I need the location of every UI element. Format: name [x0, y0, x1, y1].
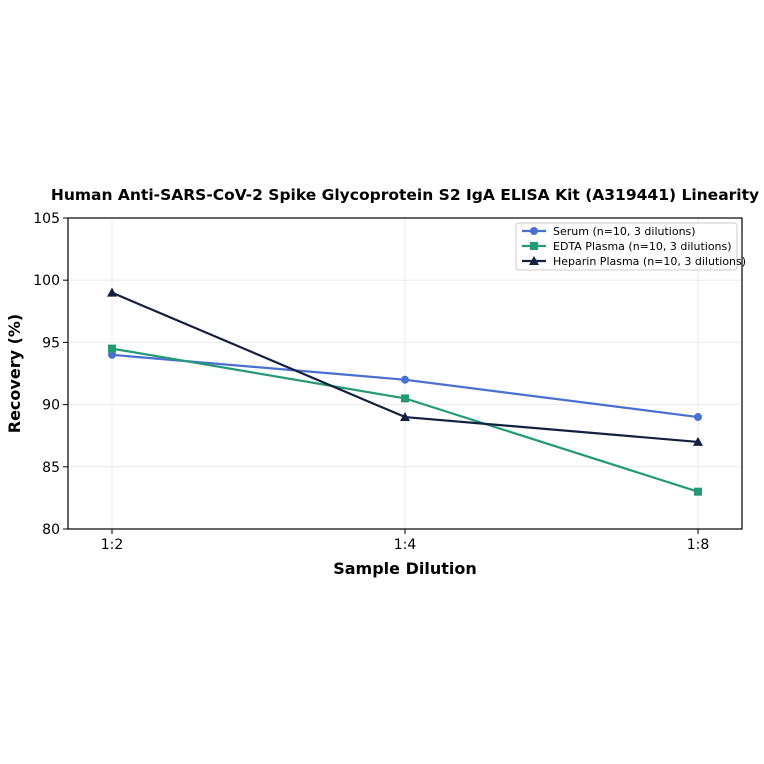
chart-title: Human Anti-SARS-CoV-2 Spike Glycoprotein…	[51, 186, 759, 204]
legend-marker	[529, 256, 539, 265]
x-tick-label: 1:8	[687, 537, 710, 553]
y-tick-label: 85	[42, 460, 60, 476]
legend-entry: Serum (n=10, 3 dilutions)	[553, 225, 696, 238]
data-point	[400, 412, 410, 422]
y-tick-label: 105	[33, 211, 60, 227]
data-point	[108, 350, 116, 359]
series-1	[108, 350, 702, 422]
data-point	[401, 394, 409, 403]
legend-entry: EDTA Plasma (n=10, 3 dilutions)	[553, 240, 732, 253]
y-tick-label: 100	[33, 273, 60, 289]
plot-area	[107, 287, 703, 496]
x-axis: 1:2 1:4 1:8	[101, 529, 710, 553]
series-2	[108, 344, 702, 496]
series-3	[107, 287, 703, 446]
y-axis: 80 85 90 95 100 105	[33, 211, 68, 538]
legend-entry: Heparin Plasma (n=10, 3 dilutions)	[553, 255, 746, 268]
legend-box	[515, 222, 738, 271]
y-axis-label: Recovery (%)	[5, 314, 24, 433]
data-point	[694, 413, 702, 422]
x-tick-label: 1:4	[394, 537, 417, 553]
data-point	[693, 436, 703, 446]
x-tick-label: 1:2	[101, 537, 124, 553]
y-tick-label: 80	[42, 522, 60, 538]
y-tick-label: 90	[42, 398, 60, 414]
data-point	[108, 344, 116, 353]
legend-marker	[530, 227, 538, 235]
data-point	[694, 487, 702, 496]
legend: Serum (n=10, 3 dilutions) EDTA Plasma (n=…	[515, 222, 746, 271]
data-point	[401, 375, 409, 384]
x-axis-label: Sample Dilution	[333, 559, 477, 578]
y-tick-label: 95	[42, 335, 60, 351]
legend-marker	[530, 242, 538, 250]
data-point	[107, 287, 117, 297]
